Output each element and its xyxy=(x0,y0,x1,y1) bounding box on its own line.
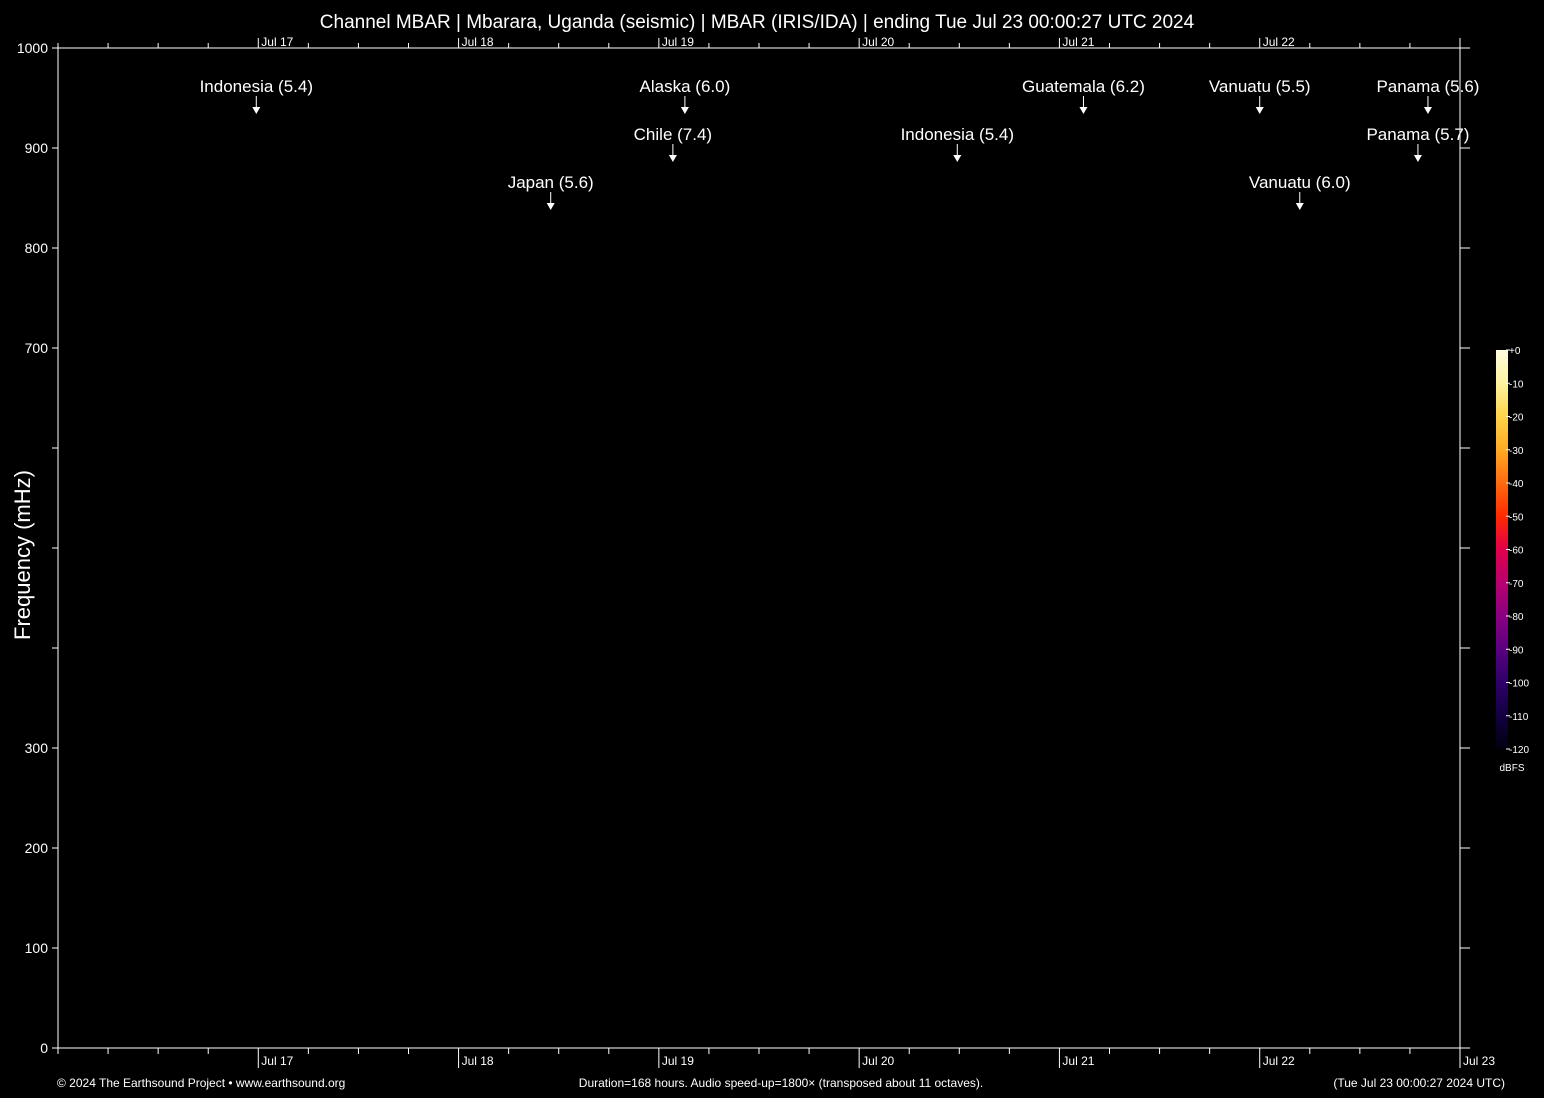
event-arrow-head xyxy=(1413,155,1422,162)
colorbar-tick-label: -120 xyxy=(1509,745,1529,756)
colorbar-tick-label: -70 xyxy=(1509,579,1524,590)
event-label: Panama (5.7) xyxy=(1366,125,1469,144)
x-tick-label-top: Jul 17 xyxy=(261,35,293,49)
colorbar-tick-label: -40 xyxy=(1509,479,1524,490)
colorbar-tick-label: -60 xyxy=(1509,546,1524,557)
colorbar-tick-label: -90 xyxy=(1509,645,1524,656)
event-label: Panama (5.6) xyxy=(1376,77,1479,96)
event-label: Indonesia (5.4) xyxy=(200,77,313,96)
y-tick-label: 200 xyxy=(25,840,49,856)
y-tick-label: 700 xyxy=(25,340,49,356)
x-tick-label: Jul 17 xyxy=(261,1054,293,1068)
y-tick-label: 1000 xyxy=(17,40,48,56)
event-label: Indonesia (5.4) xyxy=(901,125,1014,144)
plot-area xyxy=(57,47,1461,1049)
y-tick-label: 300 xyxy=(25,740,49,756)
event-arrow-head xyxy=(1295,203,1304,210)
x-tick-label: Jul 18 xyxy=(462,1054,494,1068)
y-axis-title: Frequency (mHz) xyxy=(10,470,35,640)
colorbar-scale xyxy=(1496,350,1508,749)
event-label: Alaska (6.0) xyxy=(640,77,731,96)
event-arrow-head xyxy=(1079,107,1088,114)
x-axis: Jul 17 Jul 17 Jul 18 Jul 18 Jul 19 Jul 19 Jul … xyxy=(57,35,1495,1068)
colorbar: +0 -10 -20 -30 -40 -50 -60 -70 -80 -90 -100 -110 -12… xyxy=(1496,346,1529,774)
event-label: Chile (7.4) xyxy=(634,125,712,144)
colorbar-tick-label: -20 xyxy=(1509,413,1524,424)
event-arrow-head xyxy=(1255,107,1264,114)
x-tick-label: Jul 19 xyxy=(662,1054,694,1068)
colorbar-tick-label: -100 xyxy=(1509,679,1529,690)
x-tick-label-top: Jul 21 xyxy=(1062,35,1094,49)
event-arrow-head xyxy=(252,107,261,114)
y-tick-label: 100 xyxy=(25,940,49,956)
colorbar-tick-label: -30 xyxy=(1509,446,1524,457)
event-arrow-head xyxy=(668,155,677,162)
event-label: Vanuatu (5.5) xyxy=(1209,77,1311,96)
x-tick-label: Jul 23 xyxy=(1463,1054,1495,1068)
event-annotations: Indonesia (5.4) Alaska (6.0) Guatemala (6.… xyxy=(200,77,1479,210)
x-tick-label-top: Jul 19 xyxy=(662,35,694,49)
colorbar-unit: dBFS xyxy=(1499,763,1524,774)
colorbar-tick-label: -80 xyxy=(1509,612,1524,623)
x-tick-label: Jul 20 xyxy=(862,1054,894,1068)
colorbar-tick-label: +0 xyxy=(1509,346,1521,357)
y-tick-label: 800 xyxy=(25,240,49,256)
x-tick-label: Jul 22 xyxy=(1263,1054,1295,1068)
y-tick-label: 0 xyxy=(40,1040,48,1056)
chart-title: Channel MBAR | Mbarara, Uganda (seismic)… xyxy=(320,12,1195,33)
y-tick-label: 900 xyxy=(25,140,49,156)
footer-copyright: © 2024 The Earthsound Project • www.eart… xyxy=(57,1076,345,1090)
footer-duration: Duration=168 hours. Audio speed-up=1800×… xyxy=(579,1076,983,1090)
event-arrow-head xyxy=(680,107,689,114)
event-label: Vanuatu (6.0) xyxy=(1249,173,1351,192)
event-arrow-head xyxy=(953,155,962,162)
event-label: Japan (5.6) xyxy=(508,173,594,192)
x-tick-label: Jul 21 xyxy=(1062,1054,1094,1068)
event-label: Guatemala (6.2) xyxy=(1022,77,1145,96)
event-arrow-head xyxy=(546,203,555,210)
footer-end-time: (Tue Jul 23 00:00:27 2024 UTC) xyxy=(1333,1076,1505,1090)
x-tick-label-top: Jul 20 xyxy=(862,35,894,49)
y-axis: 0 100 200 300 700 800 900 1000 xyxy=(17,40,1470,1056)
colorbar-tick-label: -10 xyxy=(1509,379,1524,390)
event-arrow-head xyxy=(1423,107,1432,114)
colorbar-tick-label: -50 xyxy=(1509,512,1524,523)
x-tick-label-top: Jul 22 xyxy=(1263,35,1295,49)
colorbar-tick-label: -110 xyxy=(1509,712,1529,723)
x-tick-label-top: Jul 18 xyxy=(462,35,494,49)
